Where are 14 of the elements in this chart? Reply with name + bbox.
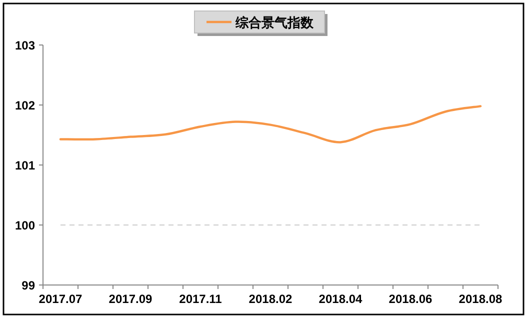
- y-tick-label: 102: [14, 98, 36, 112]
- x-tick-label: 2017.09: [108, 292, 153, 306]
- y-tick-label: 101: [14, 158, 36, 172]
- x-tick-label: 2018.02: [248, 292, 293, 306]
- x-tick-label: 2017.07: [38, 292, 83, 306]
- legend-label: 综合景气指数: [234, 15, 314, 30]
- x-tick-label: 2018.06: [388, 292, 433, 306]
- y-tick-label: 103: [14, 38, 36, 52]
- x-tick-label: 2018.04: [318, 292, 363, 306]
- y-tick-label: 99: [22, 278, 36, 292]
- line-series: [59, 105, 482, 144]
- x-tick-label: 2018.08: [458, 292, 503, 306]
- x-tick-label: 2017.11: [179, 292, 222, 306]
- y-tick-label: 100: [14, 218, 36, 232]
